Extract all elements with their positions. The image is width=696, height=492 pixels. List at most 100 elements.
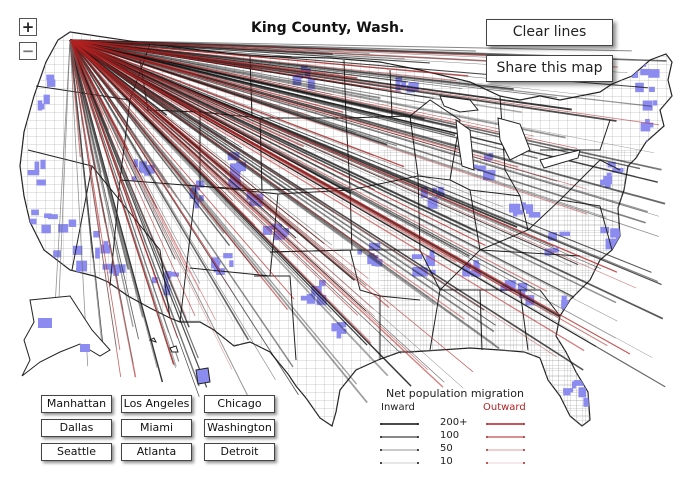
- legend-swatch-dot: [417, 462, 419, 464]
- highlighted-county: [110, 264, 122, 270]
- highlighted-county: [563, 389, 571, 396]
- migration-line: [69, 39, 233, 292]
- highlighted-county: [41, 224, 51, 234]
- migration-line: [69, 39, 295, 300]
- migration-line: [69, 39, 495, 333]
- migration-line: [69, 39, 585, 352]
- city-button-seattle[interactable]: Seattle: [41, 443, 112, 461]
- highlighted-county: [143, 164, 155, 174]
- city-button-dallas[interactable]: Dallas: [41, 419, 112, 437]
- legend-outward-label: Outward: [483, 402, 526, 413]
- city-button-atlanta[interactable]: Atlanta: [121, 443, 192, 461]
- migration-line: [69, 39, 196, 317]
- highlighted-county: [336, 330, 342, 339]
- highlighted-county: [300, 65, 308, 72]
- map-title: King County, Wash.: [251, 20, 405, 36]
- highlighted-county: [559, 231, 571, 237]
- migration-line: [69, 39, 631, 355]
- legend-level-200: 200+: [440, 417, 468, 428]
- highlighted-county: [509, 203, 521, 213]
- migration-line: [69, 39, 659, 282]
- highlighted-county: [163, 284, 171, 296]
- highlighted-county: [600, 226, 610, 234]
- migration-line: [69, 39, 104, 116]
- migration-line: [69, 39, 294, 368]
- migration-line: [69, 39, 289, 311]
- migration-line: [69, 39, 121, 351]
- highlighted-county: [318, 280, 326, 287]
- share-map-button[interactable]: Share this map: [486, 55, 613, 82]
- highlighted-county: [231, 179, 241, 190]
- highlighted-county: [477, 165, 486, 172]
- highlighted-county: [29, 218, 37, 225]
- migration-line: [69, 39, 584, 371]
- highlighted-county: [411, 254, 423, 260]
- highlighted-county: [93, 230, 100, 238]
- legend-inward-label: Inward: [381, 402, 415, 413]
- migration-line: [69, 39, 358, 385]
- highlighted-county: [331, 323, 337, 332]
- legend-swatch-dot: [417, 423, 419, 425]
- legend-swatch-dot: [380, 462, 382, 464]
- highlighted-county: [640, 122, 651, 132]
- highlighted-county: [607, 161, 616, 168]
- city-button-detroit[interactable]: Detroit: [204, 443, 275, 461]
- migration-line: [69, 39, 269, 211]
- migration-line: [69, 39, 457, 135]
- migration-line: [69, 39, 292, 230]
- highlighted-county: [561, 295, 567, 303]
- migration-line: [69, 39, 181, 266]
- migration-line: [69, 39, 601, 97]
- migration-line: [69, 39, 103, 348]
- migration-line: [69, 39, 208, 388]
- migration-lines: [52, 39, 667, 404]
- legend-swatch-dot: [380, 449, 382, 451]
- migration-line: [69, 39, 134, 364]
- highlighted-county: [307, 78, 315, 90]
- migration-line: [69, 39, 520, 297]
- migration-line: [69, 39, 378, 259]
- highlighted-county: [72, 245, 83, 255]
- city-button-manhattan[interactable]: Manhattan: [41, 395, 112, 413]
- legend-swatch-dot: [486, 449, 488, 451]
- highlighted-county: [612, 167, 624, 173]
- migration-line: [69, 39, 652, 273]
- highlighted-county: [615, 233, 621, 243]
- migration-line: [69, 39, 618, 273]
- migration-line: [69, 39, 472, 234]
- migration-line: [69, 39, 557, 358]
- migration-line: [69, 39, 646, 224]
- zoom-in-button[interactable]: +: [19, 18, 37, 36]
- migration-line: [69, 39, 405, 168]
- city-button-chicago[interactable]: Chicago: [204, 395, 275, 413]
- clear-lines-button[interactable]: Clear lines: [486, 19, 613, 46]
- migration-line: [69, 39, 200, 387]
- migration-line: [69, 39, 514, 90]
- migration-line: [69, 39, 632, 52]
- migration-line: [69, 39, 336, 176]
- highlighted-county: [428, 197, 437, 202]
- highlighted-county: [521, 202, 526, 210]
- highlighted-county: [199, 195, 204, 202]
- city-button-miami[interactable]: Miami: [121, 419, 192, 437]
- city-button-washington[interactable]: Washington: [204, 419, 275, 437]
- highlighted-county: [151, 277, 158, 284]
- legend-swatch-dot: [523, 423, 525, 425]
- migration-line: [69, 39, 655, 154]
- legend-swatch-dot: [486, 462, 488, 464]
- highlighted-county: [653, 100, 658, 106]
- zoom-out-button[interactable]: −: [19, 42, 37, 60]
- migration-line: [69, 39, 176, 260]
- migration-line: [69, 39, 177, 198]
- highlighted-county: [471, 270, 482, 277]
- migration-line: [69, 39, 249, 397]
- legend-swatch-dot: [523, 436, 525, 438]
- legend-swatch-dot: [417, 449, 419, 451]
- city-button-los-angeles[interactable]: Los Angeles: [121, 395, 192, 413]
- highlighted-county: [339, 328, 347, 334]
- legend-swatches: [380, 423, 525, 464]
- highlighted-county: [256, 193, 264, 201]
- highlighted-county: [437, 186, 444, 193]
